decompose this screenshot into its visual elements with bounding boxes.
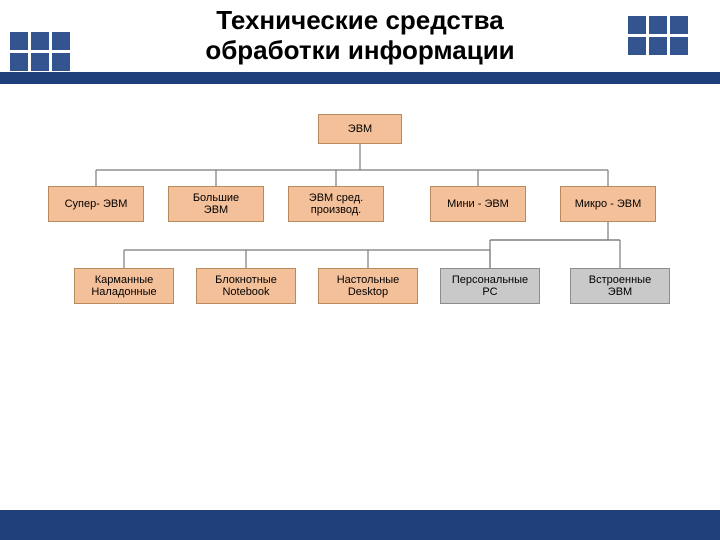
slide: Технические средства обработки информаци… xyxy=(0,0,720,540)
title-underline-band xyxy=(0,72,720,84)
footer-band xyxy=(0,510,720,540)
hierarchy-diagram: ЭВМСупер- ЭВМБольшиеЭВМЭВМ сред.производ… xyxy=(0,100,720,360)
title-line-1: Технические средства xyxy=(216,5,503,35)
connector-lines xyxy=(0,100,720,360)
title-line-2: обработки информации xyxy=(205,35,514,65)
page-title: Технические средства обработки информаци… xyxy=(0,6,720,66)
